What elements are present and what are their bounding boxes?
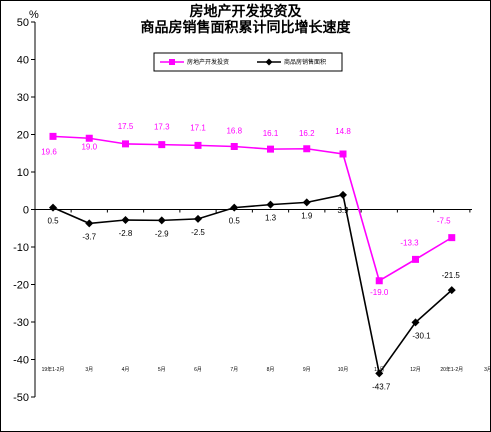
series-0-data-label: 19.6: [41, 147, 57, 156]
chart-axes: 50 40 30 20 10 0 -10 -20 -30 -40 -50% 19年1-2月 3月 4月 5月…: [13, 9, 491, 404]
y-tick-label: 50: [17, 17, 29, 29]
y-tick-label: 40: [17, 55, 29, 67]
series-1-marker: [302, 198, 311, 207]
series-1-data-label: -2.8: [119, 229, 133, 238]
y-tick-label: 20: [17, 130, 29, 142]
series-0-data-label: 19.0: [81, 142, 97, 151]
series-0-marker: [85, 134, 93, 142]
x-tick-label: 9月: [303, 367, 311, 373]
series-0-marker: [158, 141, 166, 149]
series-1-data-label: 1.3: [265, 214, 277, 223]
x-tick-label: 19年1-2月: [42, 366, 65, 373]
series-1-data-label: -3.7: [82, 232, 96, 241]
legend-label-1: 商品房销售面积: [284, 58, 326, 66]
series-line-0: [52, 135, 453, 282]
x-tick-label: 20年1-2月: [440, 366, 463, 373]
series-0-data-label: -19.0: [370, 288, 389, 297]
series-0-marker: [339, 150, 347, 158]
chart-legend: 房地产开发投资 商品房销售面积: [153, 52, 343, 72]
y-tick-label: -40: [13, 355, 29, 367]
legend-marker-0: [169, 59, 175, 65]
series-0-data-label: 16.1: [263, 129, 279, 138]
series-1-data-label: -2.9: [155, 229, 169, 238]
chart-data-labels: 19.6 19.0 17.5 17.3 17.1 16.8 16.1 16.2 14.8 -19.…: [41, 122, 460, 392]
series-0-marker: [49, 132, 57, 140]
series-0-data-label: 17.5: [118, 122, 134, 131]
y-tick-label: -20: [13, 280, 29, 292]
chart-lines: [52, 135, 453, 376]
x-tick-label: 4月: [122, 367, 130, 373]
legend-label-0: 房地产开发投资: [187, 58, 229, 66]
series-1-marker: [157, 216, 166, 225]
series-1-data-label: 3.9: [337, 206, 349, 215]
series-0-marker: [267, 145, 274, 153]
series-1-data-label: -43.7: [372, 382, 391, 391]
x-tick-label: 3月: [85, 367, 93, 373]
x-tick-label: 12月: [410, 367, 421, 373]
legend-box: [153, 52, 343, 72]
series-1-data-label: -2.5: [191, 228, 205, 237]
series-0-data-label: 17.3: [154, 123, 170, 132]
chart-title-line2: 商品房销售面积累计同比增长速度: [140, 20, 351, 36]
series-1-data-label: -30.1: [412, 331, 431, 340]
series-0-marker: [375, 277, 383, 285]
series-0-data-label: 17.1: [190, 123, 206, 132]
series-1-marker: [49, 203, 57, 212]
series-0-marker: [194, 141, 202, 149]
series-0-data-label: 16.8: [226, 127, 242, 136]
series-1-marker: [339, 190, 347, 199]
y-unit-label: %: [29, 9, 39, 21]
series-line-1: [52, 193, 453, 376]
series-0-marker: [122, 140, 129, 148]
series-0-data-label: 14.8: [335, 127, 351, 136]
chart-title-line1: 房地产开发投资及: [189, 4, 302, 20]
chart-markers: [49, 132, 456, 378]
series-1-marker: [411, 318, 420, 327]
y-tick-label: -10: [13, 242, 29, 254]
series-1-marker: [121, 216, 130, 224]
series-0-marker: [303, 145, 311, 153]
x-tick-label: 8月: [267, 367, 275, 373]
legend-marker-1: [265, 58, 273, 66]
series-1-marker: [230, 203, 239, 212]
x-tick-label: 10月: [338, 367, 349, 373]
series-1-marker: [194, 214, 202, 223]
y-tick-label: 0: [23, 205, 29, 217]
series-0-data-label: -13.3: [400, 238, 419, 247]
y-tick-label: -30: [13, 317, 29, 329]
series-0-data-label: 16.2: [299, 129, 315, 138]
series-1-marker: [447, 286, 456, 295]
series-0-marker: [412, 255, 419, 263]
series-0-data-label: -7.5: [437, 217, 451, 226]
series-1-data-label: 1.9: [301, 211, 313, 220]
series-1-data-label: 0.5: [229, 217, 241, 226]
x-tick-label: 3月: [484, 367, 491, 373]
series-0-marker: [448, 234, 456, 242]
y-tick-label: -50: [13, 392, 29, 404]
y-tick-label: 30: [17, 92, 29, 104]
series-0-marker: [230, 143, 238, 150]
x-tick-label: 6月: [194, 367, 202, 373]
x-tick-label: 7月: [230, 367, 238, 373]
series-1-marker: [85, 219, 94, 228]
series-1-data-label: -21.5: [442, 271, 461, 280]
series-1-data-label: 0.5: [47, 217, 59, 226]
series-1-marker: [266, 200, 275, 209]
x-tick-label: 5月: [158, 367, 166, 373]
y-tick-label: 10: [17, 167, 29, 179]
series-1-marker: [375, 369, 384, 378]
